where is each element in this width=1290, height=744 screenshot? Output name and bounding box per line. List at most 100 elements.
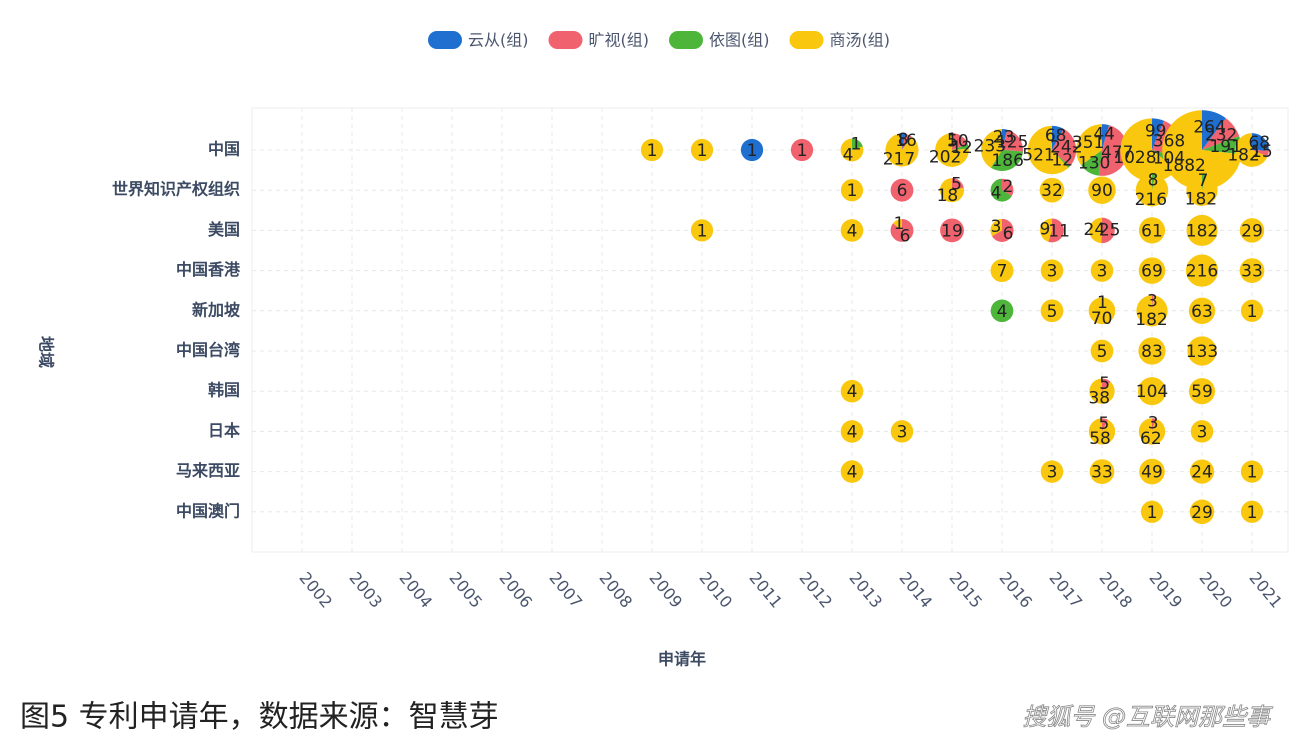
y-axis-title: 地域 [37,336,56,368]
pie-slice [640,138,664,162]
data-label: 7 [997,262,1008,282]
data-label: 4 [847,221,858,241]
pie-slice [1002,178,1014,196]
pie-slice [902,133,912,150]
data-label: 104 [1153,149,1185,169]
pie-slice [1240,299,1264,322]
x-tick-label: 2003 [345,568,386,611]
data-label: 1 [697,141,708,161]
data-label: 6 [1003,224,1014,244]
x-tick-label: 2014 [895,568,936,611]
pie-slice [1040,259,1064,282]
pie-slice [1235,133,1268,167]
data-label: 8 [1148,171,1159,191]
pie-slice [1202,110,1226,150]
pie-slice [990,299,1014,323]
pie-slice [790,138,814,162]
x-tick-label: 2009 [645,568,686,611]
data-label: 3 [897,422,908,442]
data-label: 125 [996,133,1028,153]
data-label: 182 [1227,146,1259,166]
data-label: 68 [1248,133,1270,153]
data-label: 1 [1147,503,1158,523]
pie-slice [952,133,968,150]
x-tick-label: 2017 [1045,568,1086,611]
pie-slice [1098,125,1128,176]
y-tick-label: 美国 [208,220,240,239]
data-label: 29 [1191,503,1213,523]
x-tick-label: 2010 [695,568,736,611]
data-label: 99 [1145,121,1167,141]
pie-slice [1138,418,1166,445]
data-label: 3 [1147,291,1158,311]
pie-slice [1120,118,1177,182]
pie-slice [840,138,864,162]
data-label: 216 [1135,190,1167,210]
pie-slice [1102,378,1111,392]
pie-slice [1052,128,1077,167]
data-label: 186 [991,151,1023,171]
pie-slice [885,133,919,167]
data-label: 3 [1097,262,1108,282]
pie-slice [1252,150,1269,157]
y-tick-label: 马来西亚 [176,461,240,480]
pie-slice [1240,500,1264,523]
legend-label: 云从(组) [468,31,529,50]
data-label: 264 [1193,117,1225,137]
pie-slice [840,219,864,242]
data-label: 49 [1141,463,1163,483]
data-label: 38 [1088,388,1110,408]
y-tick-label: 中国澳门 [176,501,240,520]
x-tick-label: 2013 [845,568,886,611]
data-label: 4 [991,184,1002,204]
pie-slice [1186,174,1218,206]
data-label: 83 [1141,342,1163,362]
x-tick-label: 2004 [395,568,436,611]
y-tick-label: 中国台湾 [176,341,240,360]
pie-slice [690,138,714,162]
data-label: 4 [847,422,858,442]
data-label: 202 [929,147,961,167]
pie-slice [1081,150,1102,176]
data-label: 90 [1091,181,1113,201]
pie-slice [991,218,1014,242]
legend-swatch [548,31,583,49]
caption: 图5 专利申请年，数据来源：智慧芽 [20,700,499,735]
pie-slice [1189,499,1215,525]
data-label: 3 [1047,262,1058,282]
x-tick-label: 2006 [495,568,536,611]
data-label: 368 [1153,132,1185,152]
data-label: 25 [1099,221,1121,241]
pie-slice [1202,118,1240,150]
pie-slice [1186,214,1218,246]
data-label: 1 [1097,293,1108,313]
data-label: 4 [847,463,858,483]
data-label: 6 [897,181,908,201]
legend-label: 旷视(组) [589,31,650,50]
pie-slice [1152,295,1154,311]
pie-slice [1137,377,1167,406]
x-tick-label: 2008 [595,568,636,611]
data-label: 70 [1091,309,1113,329]
pie-slice [1102,418,1109,432]
x-tick-label: 2021 [1245,568,1286,611]
pie-slice [1189,459,1215,484]
data-label: 15 [1251,142,1273,162]
data-label: 1 [647,141,658,161]
data-label: 232 [1205,126,1237,146]
data-label: 1 [797,141,808,161]
pie-slice [1039,177,1065,203]
pie-slice [1089,459,1115,484]
data-label: 44 [1093,125,1115,145]
pie-slice [1088,297,1116,325]
watermark: 搜狐号 @互联网那些事 [1022,703,1273,731]
data-label: 18 [937,186,959,206]
data-label: 182 [1135,310,1167,330]
pie-slice [1152,418,1156,432]
data-label: 33 [1091,463,1113,483]
x-tick-label: 2018 [1095,568,1136,611]
pie-slice [890,420,914,443]
x-tick-label: 2011 [745,568,786,611]
data-label: 59 [1191,382,1213,402]
